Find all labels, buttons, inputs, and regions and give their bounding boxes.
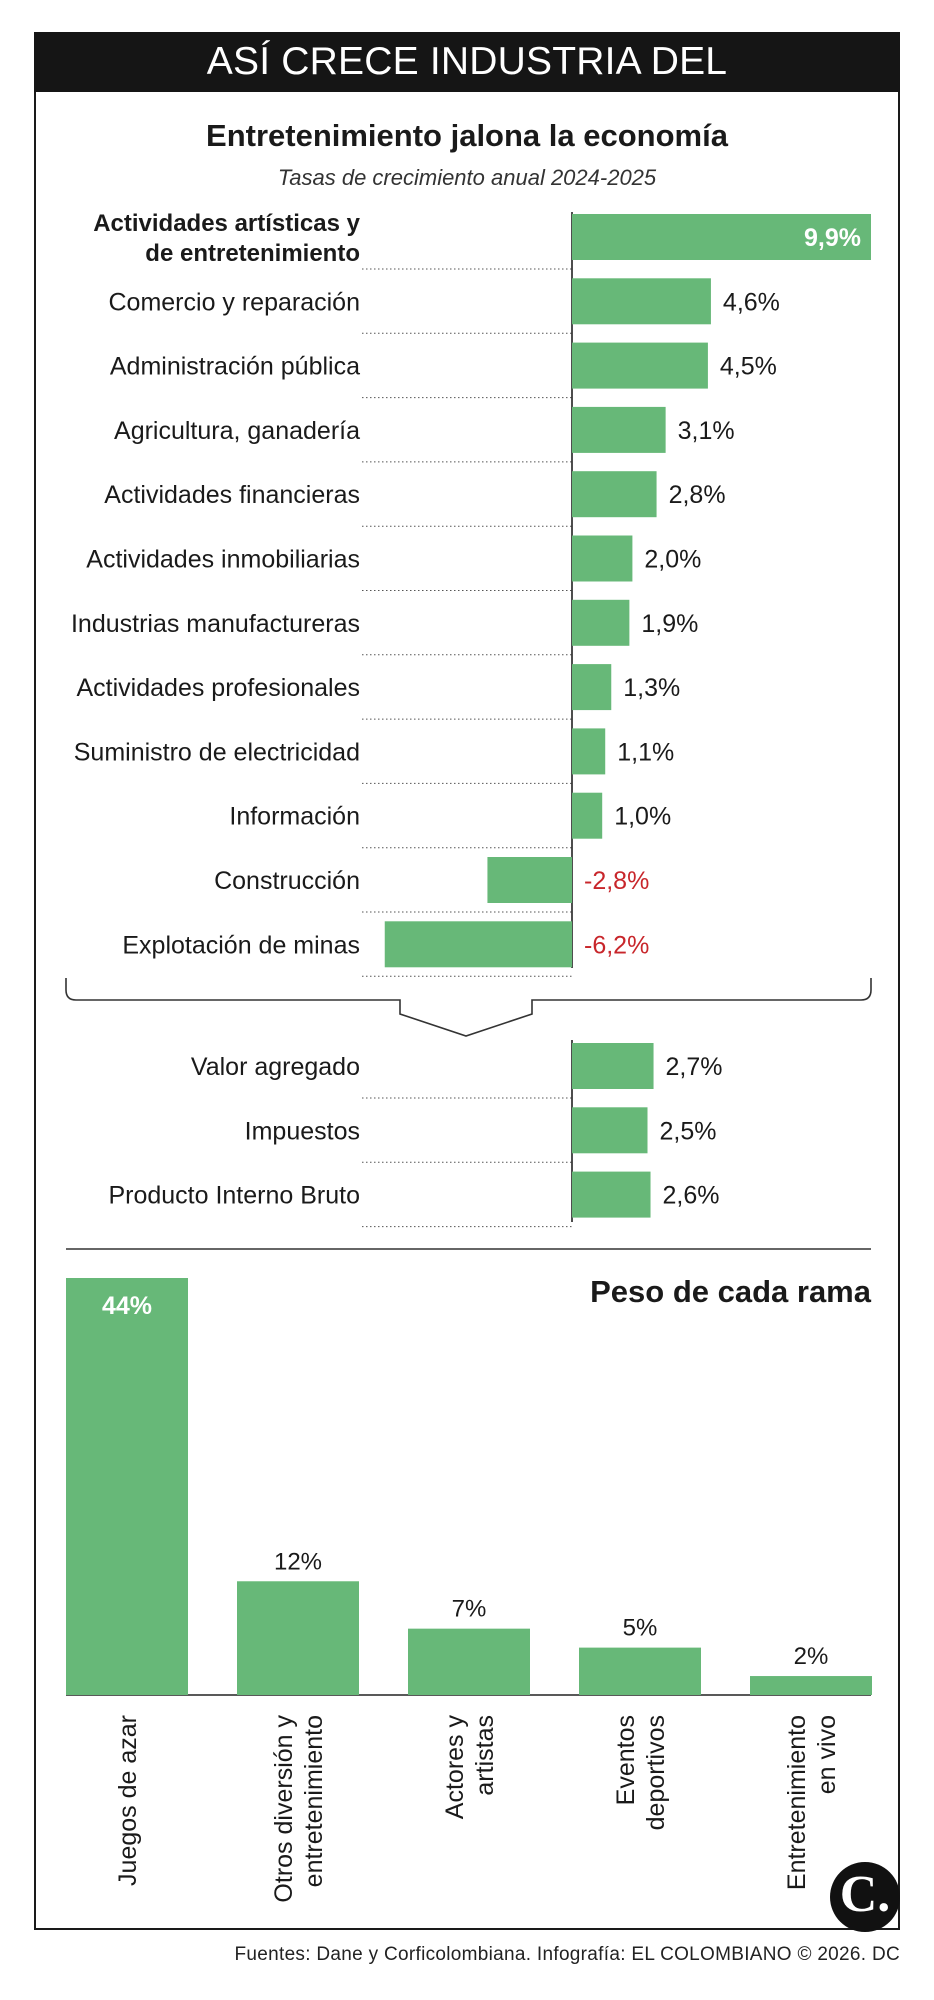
bar	[408, 1628, 530, 1695]
category-label: Actividades financieras	[104, 481, 360, 509]
value-label: 3,1%	[678, 417, 735, 445]
value-label: 2,5%	[660, 1117, 717, 1145]
category-label: Actividades inmobiliarias	[86, 546, 360, 574]
category-label: en vivo	[813, 1715, 841, 1794]
value-label: 2,0%	[644, 546, 701, 574]
value-label: 7%	[452, 1596, 487, 1623]
category-label: Suministro de electricidad	[74, 738, 360, 766]
category-label: Otros diversión y	[270, 1715, 298, 1903]
value-label: 1,3%	[623, 674, 680, 702]
category-label: Explotación de minas	[122, 931, 360, 959]
category-label: Actividades profesionales	[77, 674, 361, 702]
value-label: 9,9%	[804, 224, 861, 252]
weight-bar-chart: 44% Juegos de azar 12% Otros diversión y ent…	[66, 1278, 872, 1903]
category-label: Impuestos	[245, 1117, 360, 1145]
category-label: Valor agregado	[191, 1053, 360, 1081]
aggregate-bar-chart: Valor agregado 2,7% Impuestos 2,5% Producto …	[108, 1040, 723, 1228]
value-label: 2,7%	[666, 1053, 723, 1081]
bar	[572, 342, 708, 389]
category-label: de entretenimiento	[145, 240, 360, 267]
value-label: 2,8%	[669, 481, 726, 509]
chart-title: Entretenimiento jalona la economía	[206, 118, 729, 153]
bracket-arrow	[65, 978, 872, 1037]
category-label: Actividades artísticas y	[93, 210, 360, 237]
chart-subtitle: Tasas de crecimiento anual 2024-2025	[278, 165, 657, 190]
value-label: 4,5%	[720, 353, 777, 381]
category-label: Eventos	[612, 1715, 640, 1805]
bar	[572, 1043, 654, 1089]
bar	[572, 1171, 651, 1218]
category-label: Comercio y reparación	[109, 288, 361, 316]
bar	[66, 1278, 188, 1695]
bar	[572, 792, 603, 839]
category-label: Actores y	[441, 1715, 469, 1820]
bar	[384, 921, 572, 968]
bar	[572, 535, 633, 582]
category-label: Juegos de azar	[114, 1715, 142, 1886]
bar	[572, 1107, 648, 1154]
value-label: 1,9%	[641, 610, 698, 638]
bar	[572, 599, 630, 646]
summary-bracket	[65, 978, 872, 1037]
value-label: 2,6%	[663, 1182, 720, 1210]
el-colombiano-logo: C.	[830, 1862, 900, 1932]
value-label: 12%	[274, 1548, 322, 1575]
category-label: deportivos	[642, 1715, 670, 1830]
category-label: artistas	[471, 1715, 499, 1796]
bar	[572, 664, 612, 711]
value-label: 2%	[794, 1643, 829, 1670]
bar	[572, 214, 871, 260]
bar	[572, 406, 666, 453]
value-label: 5%	[623, 1615, 658, 1642]
bar	[750, 1676, 872, 1695]
category-label: Entretenimiento	[783, 1715, 811, 1890]
value-label: 1,1%	[617, 738, 674, 766]
category-label: Administración pública	[110, 353, 360, 381]
category-label: Construcción	[214, 867, 360, 895]
value-label: -2,8%	[584, 867, 649, 895]
source-footer: Fuentes: Dane y Corficolombiana. Infogra…	[234, 1944, 900, 1965]
value-label: 4,6%	[723, 288, 780, 316]
category-label: Información	[229, 803, 360, 831]
category-label: Industrias manufactureras	[71, 610, 360, 638]
banner-title: ASÍ CRECE INDUSTRIA DEL ENTRETENIMIENTO	[34, 32, 900, 143]
value-label: 44%	[102, 1292, 152, 1320]
value-label: -6,2%	[584, 931, 649, 959]
category-label: Producto Interno Bruto	[108, 1182, 360, 1210]
bar	[579, 1647, 701, 1695]
bar	[572, 278, 711, 325]
weight-chart-title: Peso de cada rama	[590, 1274, 872, 1309]
growth-bar-chart: Actividades artísticas y de entretenimien…	[71, 210, 871, 977]
bar	[572, 728, 606, 775]
category-label: Agricultura, ganadería	[114, 417, 360, 445]
value-label: 1,0%	[614, 803, 671, 831]
bar	[487, 857, 572, 903]
bar	[237, 1581, 359, 1695]
bar	[572, 471, 657, 518]
category-label: entretenimiento	[300, 1715, 328, 1887]
